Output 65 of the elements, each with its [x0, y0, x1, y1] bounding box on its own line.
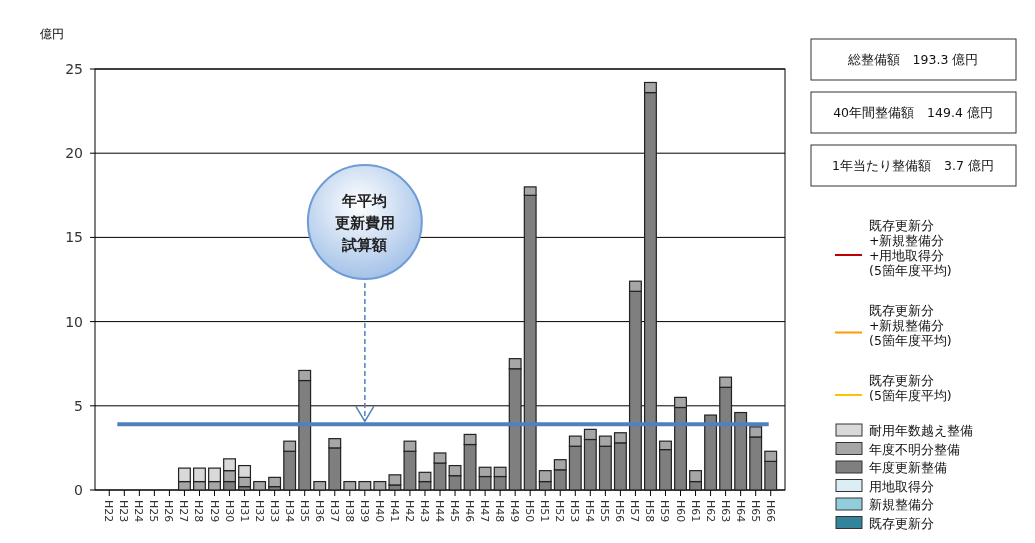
y-tick-label: 15	[65, 229, 83, 246]
x-tick-label: H28	[192, 500, 206, 523]
y-tick-label: 10	[65, 313, 83, 330]
legend-label: 年度不明分整備	[869, 441, 960, 457]
legend-label: 耐用年数越え整備	[869, 423, 973, 438]
annotation: 年平均更新費用試算額	[334, 192, 395, 254]
x-tick-label: H32	[252, 500, 266, 523]
x-tick-label: H36	[312, 500, 326, 523]
legend-label: 年度更新整備	[869, 460, 947, 475]
x-tick-label: H51	[538, 500, 552, 523]
legend-label: 既存更新分 +新規整備分 +用地取得分 (5箇年度平均)	[869, 218, 952, 278]
x-tick-label: H40	[372, 500, 386, 523]
x-tick-label: H49	[508, 500, 522, 523]
x-tick-label: H26	[162, 500, 176, 523]
x-tick-label: H45	[448, 500, 462, 523]
x-tick-label: H30	[222, 500, 236, 523]
x-tick-label: H23	[117, 500, 131, 523]
x-tick-label: H27	[177, 500, 191, 523]
y-tick-label: 5	[74, 397, 83, 414]
x-tick-label: H34	[282, 500, 296, 523]
x-tick-label: H55	[598, 500, 612, 523]
x-tick-label: H25	[147, 500, 161, 523]
y-tick-label: 0	[74, 482, 83, 498]
x-tick-label: H56	[613, 500, 627, 523]
x-tick-label: H53	[568, 500, 582, 523]
x-tick-label: H57	[628, 500, 642, 523]
x-tick-label: H29	[207, 500, 221, 523]
legend-label: 既存更新分 +新規整備分 (5箇年度平均)	[869, 303, 952, 348]
x-tick-label: H43	[417, 500, 431, 523]
text: 40年間整備額 149.4 億円	[833, 105, 993, 120]
text: 総整備額 193.3 億円	[846, 52, 979, 67]
y-axis-title: 億円	[40, 27, 64, 41]
x-tick-label: H41	[387, 500, 401, 523]
x-tick-label: H33	[267, 500, 281, 523]
x-tick-label: H61	[688, 500, 702, 523]
x-tick-label: H62	[703, 500, 717, 523]
y-tick-label: 20	[65, 145, 83, 162]
x-tick-label: H47	[478, 500, 492, 523]
y-tick-label: 25	[65, 61, 83, 77]
x-tick-label: H31	[237, 500, 251, 523]
text: 1年当たり整備額 3.7 億円	[832, 158, 994, 173]
x-tick-label: H37	[327, 500, 341, 523]
x-tick-label: H35	[297, 500, 311, 523]
legend-label: 既存更新分 (5箇年度平均)	[869, 373, 952, 403]
x-tick-label: H24	[132, 500, 146, 523]
x-tick-label: H44	[433, 500, 446, 523]
x-tick-label: H58	[643, 500, 657, 523]
x-tick-label: H59	[658, 500, 672, 523]
x-tick-label: H63	[718, 500, 732, 523]
x-tick-label: H42	[402, 500, 416, 523]
x-tick-label: H60	[673, 500, 687, 523]
x-tick-label: H52	[553, 500, 567, 523]
legend-label: 既存更新分	[869, 515, 934, 531]
legend-label: 用地取得分	[869, 478, 934, 494]
legend-label: 新規整備分	[869, 497, 934, 512]
x-tick-label: H54	[583, 500, 597, 523]
x-tick-label: H48	[493, 500, 507, 523]
x-tick-label: H39	[357, 500, 371, 523]
x-tick-label: H50	[523, 500, 537, 523]
x-tick-label: H22	[102, 500, 116, 523]
x-tick-label: H65	[748, 500, 762, 523]
x-tick-label: H46	[463, 500, 477, 523]
x-tick-label: H64	[733, 500, 747, 523]
x-tick-label: H66	[763, 500, 777, 523]
x-tick-label: H38	[342, 500, 356, 523]
